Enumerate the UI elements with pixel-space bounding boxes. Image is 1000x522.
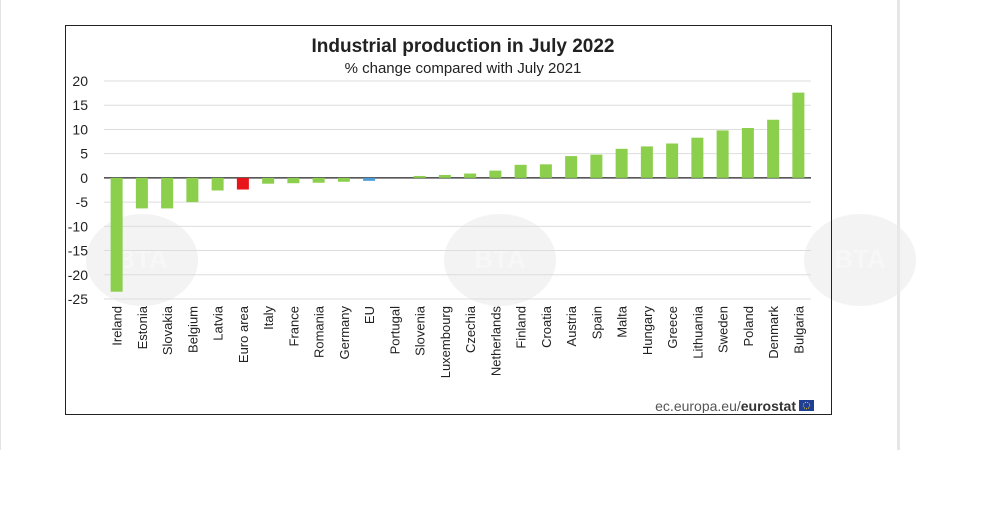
category-label: Spain — [589, 306, 604, 339]
bar-italy — [262, 177, 275, 184]
y-tick-label: 0 — [80, 170, 88, 186]
bar-estonia — [135, 177, 148, 209]
bta-watermark-logo: BTA — [804, 214, 916, 306]
category-label: Romania — [312, 305, 327, 358]
watermark-text: BTA — [116, 244, 168, 274]
chart-frame: Industrial production in July 2022 % cha… — [65, 25, 832, 415]
bar-belgium — [186, 177, 199, 203]
y-tick-label: -20 — [68, 267, 88, 283]
svg-text:ec.europa.eu/eurostat: ec.europa.eu/eurostat — [655, 398, 796, 413]
y-tick-label: 20 — [72, 73, 88, 89]
category-label: Belgium — [185, 306, 200, 353]
bars — [110, 92, 805, 292]
gridlines — [104, 80, 811, 300]
bar-austria — [565, 156, 578, 178]
category-label: Euro area — [236, 305, 251, 363]
category-label: Austria — [564, 305, 579, 346]
category-label: Italy — [261, 306, 276, 330]
bar-sweden — [716, 130, 729, 178]
bar-ireland — [110, 177, 123, 292]
category-label: Estonia — [135, 305, 150, 349]
bar-chart: Industrial production in July 2022 % cha… — [68, 36, 814, 413]
bar-czechia — [464, 173, 477, 178]
category-label: Sweden — [716, 306, 731, 353]
watermark-text: BTA — [834, 244, 886, 274]
chart-title: Industrial production in July 2022 — [312, 36, 615, 57]
watermark-text: BTA — [474, 244, 526, 274]
bar-france — [287, 177, 300, 184]
bar-croatia — [539, 164, 552, 178]
page-divider-right — [897, 0, 900, 450]
bar-hungary — [640, 146, 653, 178]
bar-romania — [312, 177, 325, 183]
bar-greece — [666, 143, 679, 178]
category-label: France — [286, 306, 301, 346]
bar-bulgaria — [792, 92, 805, 178]
page-divider-left — [0, 0, 1, 450]
category-label: Malta — [615, 305, 630, 338]
y-tick-label: -10 — [68, 218, 88, 234]
source-url: ec.europa.eu/ — [655, 398, 741, 413]
bar-netherlands — [489, 170, 502, 178]
bar-latvia — [211, 177, 224, 191]
bar-finland — [514, 164, 527, 178]
category-label: Denmark — [766, 306, 781, 359]
category-label: Luxembourg — [438, 306, 453, 378]
category-label: Netherlands — [488, 306, 503, 377]
category-label: Slovenia — [413, 305, 428, 356]
chart-subtitle: % change compared with July 2021 — [345, 60, 582, 77]
source-brand: eurostat — [741, 398, 797, 413]
y-tick-label: -25 — [68, 291, 88, 307]
eu-flag-icon — [799, 400, 814, 411]
bar-malta — [615, 148, 628, 178]
bar-slovenia — [413, 175, 426, 178]
x-axis-category-labels: Ireland Estonia Slovakia Belgium Latvia Euro … — [110, 305, 807, 378]
y-axis-tick-labels: 20 15 10 5 0 -5 -10 -15 -20 -25 — [68, 73, 88, 307]
category-label: Greece — [665, 306, 680, 349]
bar-slovakia — [161, 177, 174, 209]
category-label: Hungary — [640, 306, 655, 356]
bar-denmark — [767, 119, 780, 178]
bar-poland — [741, 127, 754, 178]
y-tick-label: -15 — [68, 243, 88, 259]
source-credit: ec.europa.eu/eurostat — [655, 398, 814, 413]
category-label: Croatia — [539, 305, 554, 348]
y-tick-label: 15 — [72, 97, 88, 113]
y-tick-label: 10 — [72, 121, 88, 137]
category-label: Slovakia — [160, 305, 175, 355]
category-label: EU — [362, 306, 377, 324]
bar-lithuania — [691, 137, 704, 178]
category-label: Czechia — [463, 305, 478, 353]
category-label: Portugal — [387, 306, 402, 355]
category-label: Ireland — [110, 306, 125, 346]
bar-germany — [337, 177, 350, 182]
bar-euro-area — [236, 177, 249, 190]
y-tick-label: -5 — [76, 194, 89, 210]
bar-spain — [590, 154, 603, 178]
category-label: Latvia — [211, 305, 226, 340]
y-tick-label: 5 — [80, 146, 88, 162]
category-label: Finland — [514, 306, 529, 349]
category-label: Germany — [337, 306, 352, 360]
bta-watermark-logo: BTA — [444, 214, 556, 306]
category-label: Lithuania — [690, 305, 705, 359]
bar-eu — [363, 177, 376, 181]
bar-luxembourg — [438, 174, 451, 178]
category-label: Poland — [741, 306, 756, 346]
category-label: Bulgaria — [791, 305, 806, 353]
